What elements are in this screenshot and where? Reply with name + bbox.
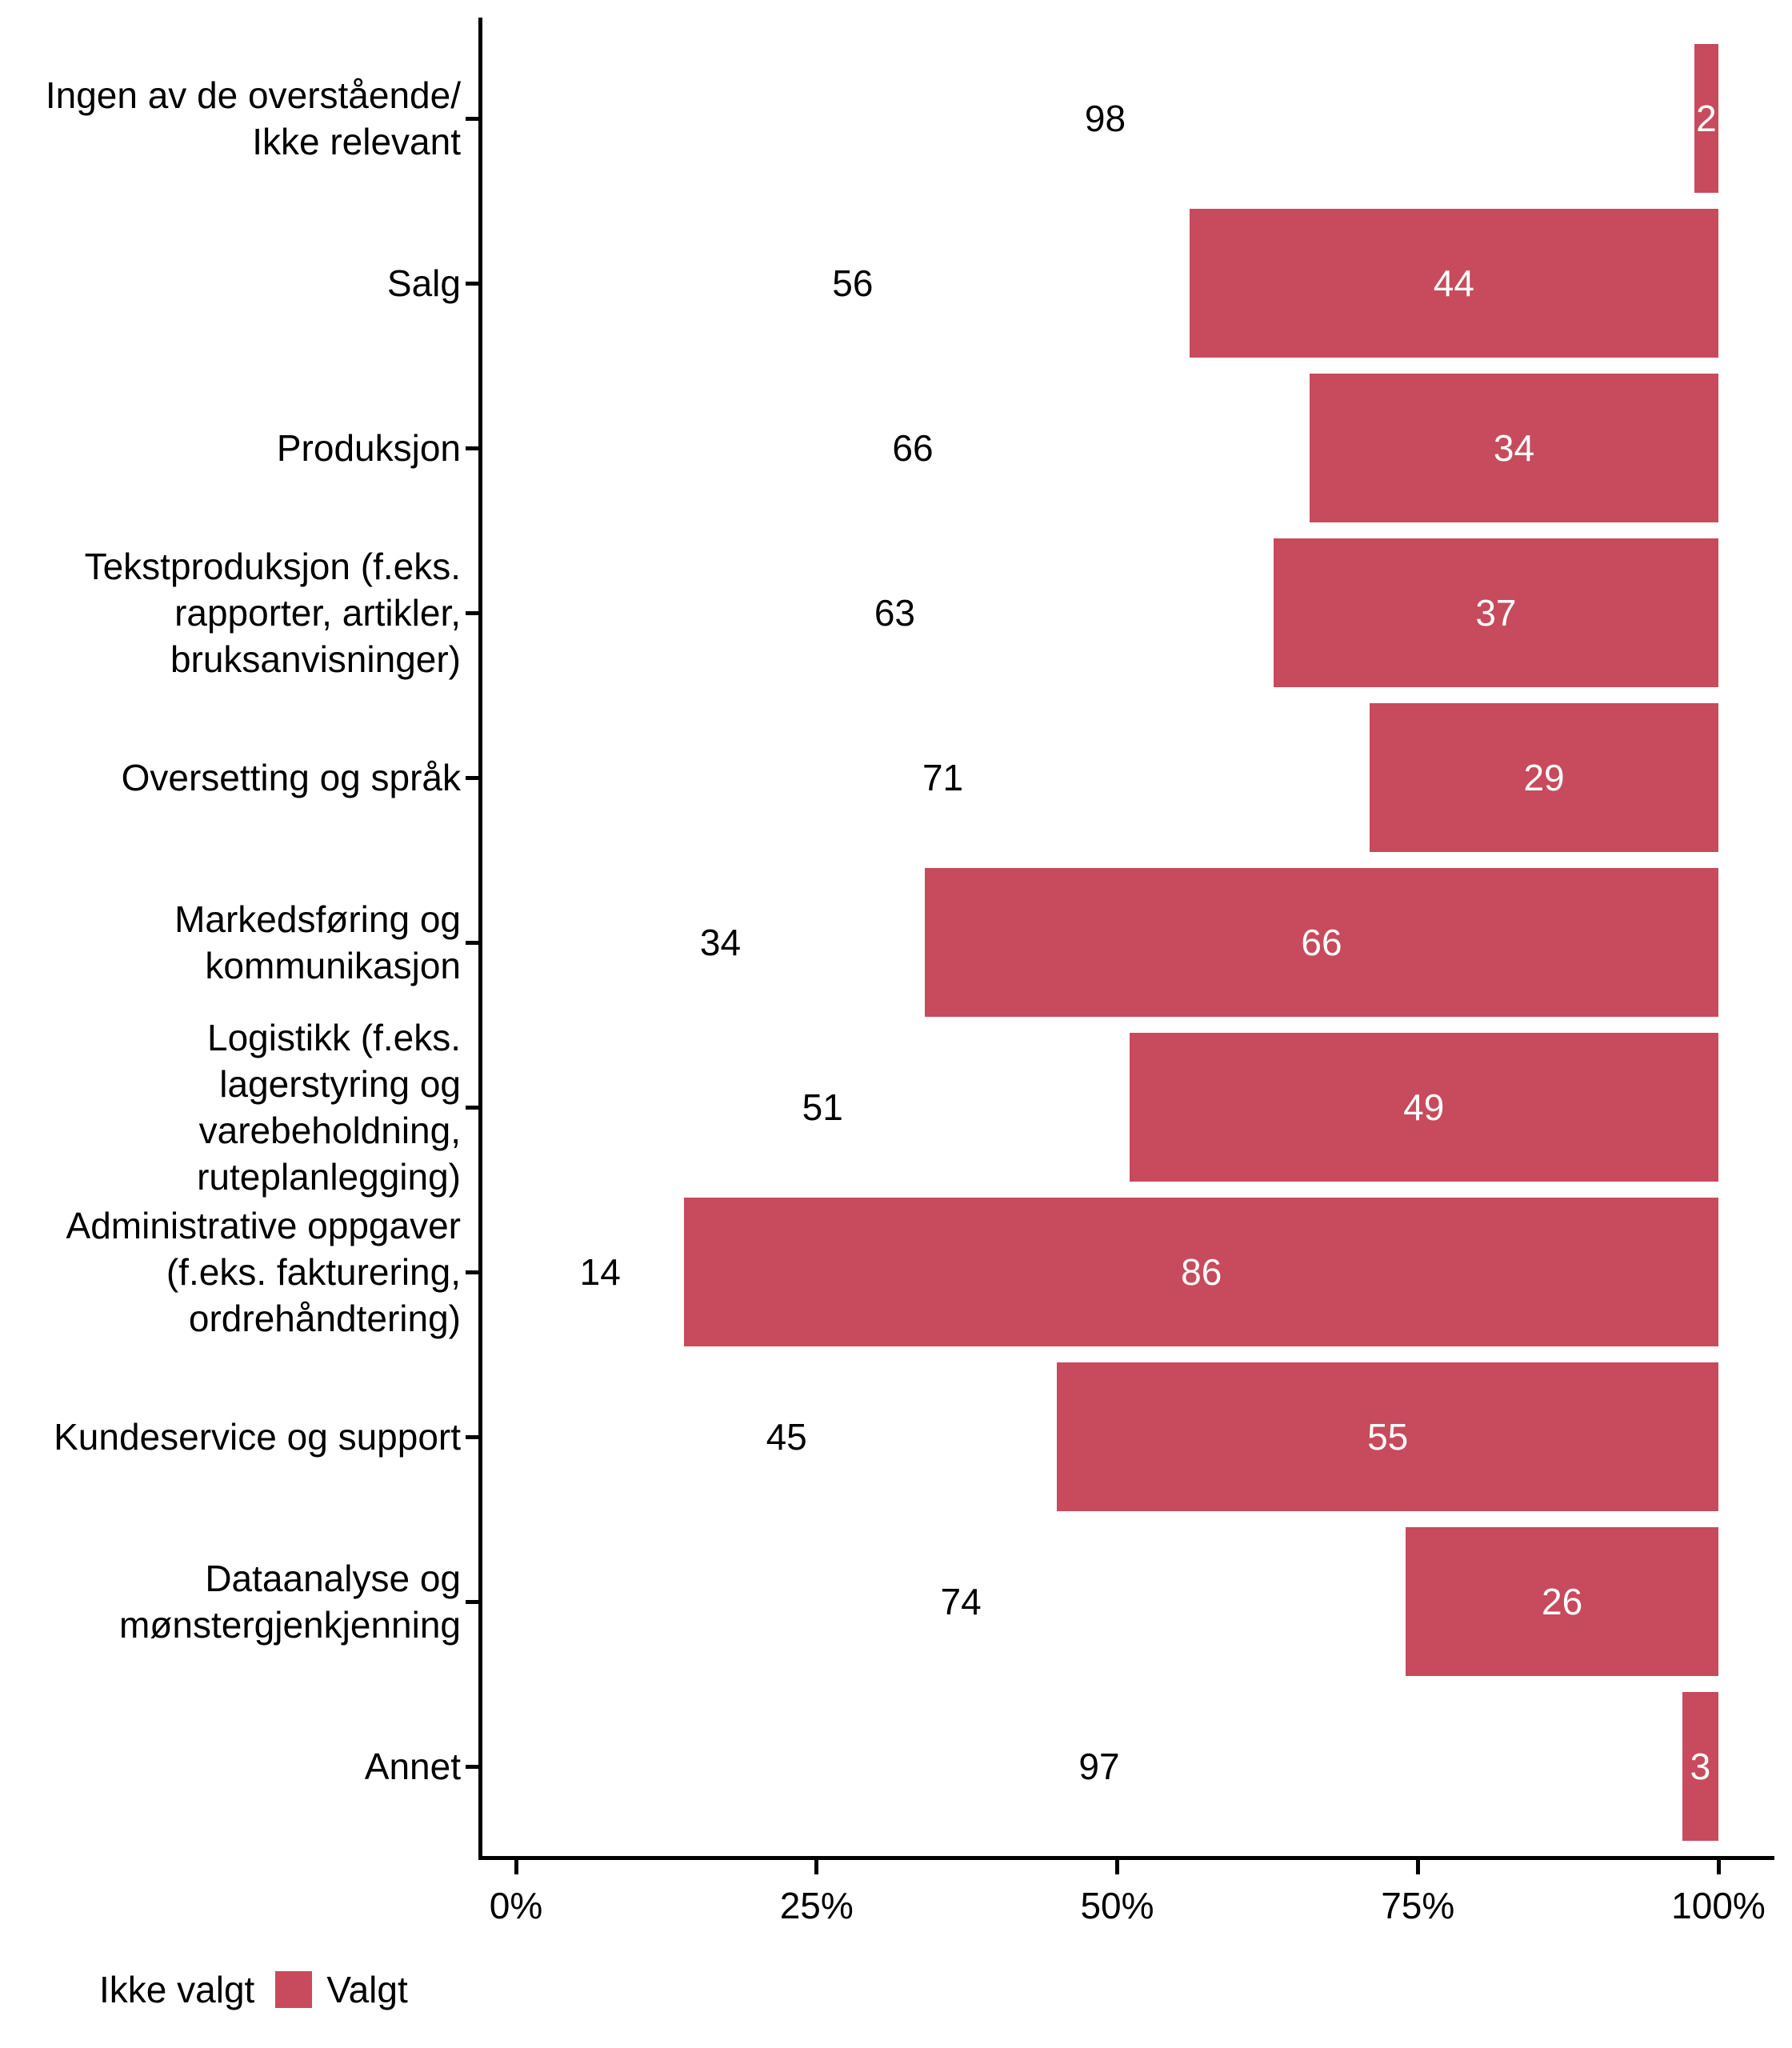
value-label-not-selected: 97: [1078, 1746, 1120, 1787]
bar-segment-selected: 3: [1682, 1692, 1718, 1841]
legend-label-selected: Valgt: [326, 1969, 408, 2010]
y-axis-tick: [466, 1270, 478, 1274]
category-label: Salg: [386, 262, 461, 304]
bar-segment-not-selected: 56: [516, 209, 1190, 358]
value-label-selected: 26: [1542, 1581, 1583, 1622]
bar-segment-not-selected: 97: [516, 1692, 1682, 1841]
value-label-selected: 34: [1493, 427, 1535, 469]
bar-row: 56 44: [0, 209, 1792, 358]
value-label-selected: 55: [1367, 1416, 1409, 1458]
bar-segment-selected: 49: [1129, 1033, 1718, 1182]
category-label: Annet: [364, 1746, 461, 1787]
legend-swatch-not-selected: [48, 1971, 85, 2008]
category-label: Administrative oppgaver (f.eks. fakturer…: [66, 1205, 461, 1339]
value-label-selected: 37: [1475, 592, 1517, 634]
bar-segment-selected: 2: [1694, 44, 1718, 193]
value-label-not-selected: 34: [699, 922, 742, 963]
x-axis-tick: [1115, 1860, 1119, 1874]
legend: Ikke valgt Valgt: [48, 1971, 408, 2008]
y-axis-tick: [466, 610, 478, 615]
bar-segment-selected: 66: [925, 868, 1718, 1017]
bar-row: 63 37: [0, 538, 1792, 687]
bar-segment-not-selected: 63: [516, 538, 1274, 687]
x-axis-tick: [1716, 1860, 1721, 1874]
bar-row: 71 29: [0, 703, 1792, 852]
value-label-not-selected: 63: [874, 592, 916, 634]
x-axis-tick-label: 25%: [779, 1885, 854, 1926]
category-label: Dataanalyse og mønstergjenkjenning: [118, 1558, 461, 1646]
category-label: Kundeservice og support: [54, 1416, 461, 1458]
legend-item-selected: Valgt: [275, 1969, 408, 2010]
bar-segment-not-selected: 98: [516, 44, 1694, 193]
bar-row: 74 26: [0, 1527, 1792, 1676]
bar-segment-selected: 29: [1370, 703, 1718, 852]
category-label: Oversetting og språk: [121, 757, 461, 798]
bar-segment-not-selected: 45: [516, 1362, 1058, 1511]
bar-segment-selected: 37: [1273, 538, 1718, 687]
bar-segment-not-selected: 34: [516, 868, 926, 1017]
bar-segment-selected: 55: [1057, 1362, 1718, 1511]
y-axis-tick: [466, 446, 478, 450]
bar-segment-not-selected: 71: [516, 703, 1370, 852]
bar-row: 97 3: [0, 1692, 1792, 1841]
value-label-selected: 66: [1301, 922, 1342, 963]
category-label: Ingen av de overstående/ Ikke relevant: [45, 74, 461, 162]
bar-segment-selected: 34: [1309, 374, 1718, 522]
category-label: Tekstproduksjon (f.eks. rapporter, artik…: [84, 546, 461, 680]
bar-segment-not-selected: 14: [516, 1198, 685, 1346]
bar-segment-not-selected: 74: [516, 1527, 1406, 1676]
value-label-selected: 2: [1696, 98, 1717, 139]
bar-row: 34 66: [0, 868, 1792, 1017]
y-axis-tick: [466, 940, 478, 945]
x-axis-tick: [1415, 1860, 1420, 1874]
x-axis-tick-label: 75%: [1381, 1885, 1455, 1926]
bar-segment-not-selected: 51: [516, 1033, 1130, 1182]
legend-swatch-selected: [275, 1971, 313, 2008]
y-axis-tick: [466, 1764, 478, 1769]
x-axis-line: [478, 1856, 1774, 1860]
value-label-selected: 44: [1433, 262, 1474, 304]
category-label: Markedsføring og kommunikasjon: [174, 898, 461, 986]
legend-label-not-selected: Ikke valgt: [99, 1969, 255, 2010]
bar-row: 51 49: [0, 1033, 1792, 1182]
value-label-not-selected: 71: [922, 757, 964, 798]
y-axis-tick: [466, 775, 478, 780]
category-label: Logistikk (f.eks. lagerstyring og varebe…: [197, 1017, 461, 1198]
x-axis-tick: [814, 1860, 819, 1874]
value-label-not-selected: 56: [832, 262, 874, 304]
value-label-selected: 29: [1523, 757, 1565, 798]
value-label-not-selected: 98: [1084, 98, 1126, 139]
bar-segment-selected: 44: [1189, 209, 1718, 358]
bar-row: 45 55: [0, 1362, 1792, 1511]
value-label-selected: 3: [1690, 1746, 1711, 1787]
y-axis-tick: [466, 1599, 478, 1604]
bar-segment-selected: 86: [684, 1198, 1718, 1346]
y-axis-tick: [466, 281, 478, 286]
x-axis-tick-label: 0%: [489, 1885, 543, 1926]
bar-segment-selected: 26: [1406, 1527, 1718, 1676]
value-label-selected: 49: [1403, 1086, 1445, 1128]
x-axis-tick-label: 50%: [1080, 1885, 1154, 1926]
y-axis-tick: [466, 1105, 478, 1110]
y-axis-tick: [466, 1434, 478, 1439]
value-label-not-selected: 51: [802, 1086, 843, 1128]
value-label-not-selected: 14: [579, 1251, 621, 1293]
category-label: Produksjon: [276, 427, 461, 469]
bar-row: 14 86: [0, 1198, 1792, 1346]
value-label-not-selected: 74: [940, 1581, 982, 1622]
legend-item-not-selected: Ikke valgt: [48, 1971, 254, 2008]
value-label-not-selected: 45: [766, 1416, 807, 1458]
bar-segment-not-selected: 66: [516, 374, 1310, 522]
y-axis-tick: [466, 116, 478, 121]
value-label-selected: 86: [1181, 1251, 1222, 1293]
value-label-not-selected: 66: [892, 427, 934, 469]
y-axis-line: [478, 18, 482, 1860]
x-axis-tick: [514, 1860, 518, 1874]
bar-row: 98 2: [0, 44, 1792, 193]
x-axis-tick-label: 100%: [1671, 1885, 1766, 1926]
bar-row: 66 34: [0, 374, 1792, 522]
